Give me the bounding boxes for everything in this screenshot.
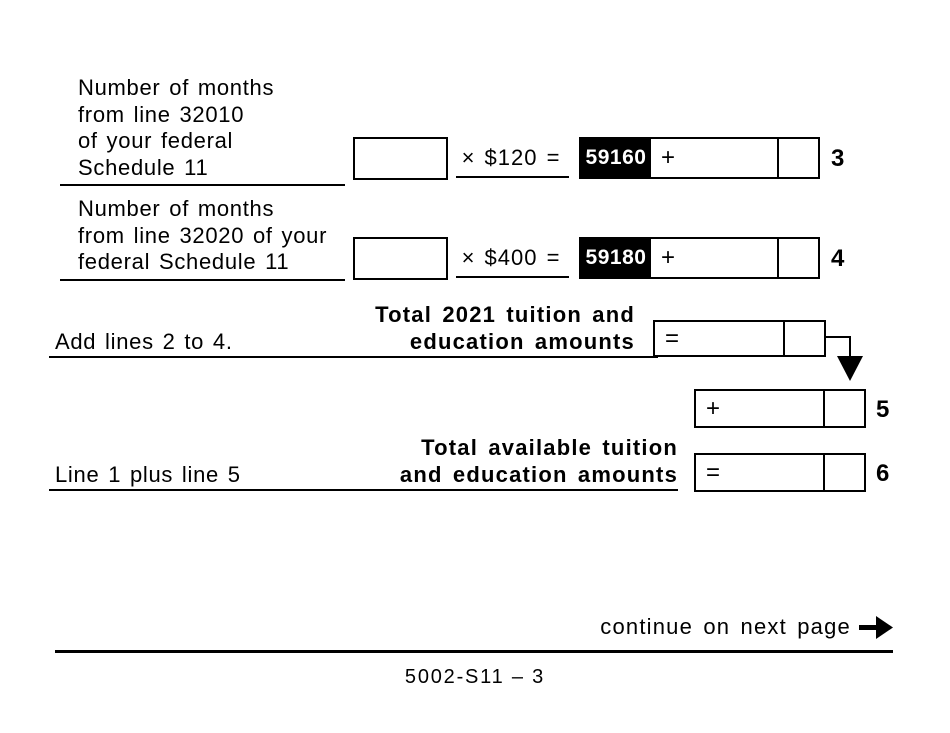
line5-cents-field[interactable] [825,391,864,426]
total-2021-heading: Total 2021 tuition and education amounts [300,301,635,355]
line4-cents-field[interactable] [779,239,818,277]
continue-next-page: continue on next page [600,614,893,640]
carry-connector-vertical [849,336,851,358]
line6-heading-l1: Total available tuition [421,435,678,460]
line6-heading: Total available tuition and education am… [340,434,678,488]
line3-label: Number of months from line 32010 of your… [78,75,358,181]
line6-operator: = [706,458,721,486]
line3-amount-box: 59160 + [579,137,820,179]
line3-months-field[interactable] [353,137,448,180]
page-code: 5002-S11 – 3 [404,666,546,688]
line4-months-field[interactable] [353,237,448,280]
total-2021-heading-l1: Total 2021 tuition and [375,302,635,327]
line3-number: 3 [831,145,845,172]
continue-next-page-text: continue on next page [600,614,851,639]
carry-down-arrow-icon [837,356,863,381]
line4-dollars-field[interactable]: + [651,239,779,277]
line3-label-underline [60,184,345,186]
line3-operator: + [661,144,676,171]
line4-label-l1: Number of months [78,196,275,221]
line3-label-l2: from line 32010 [78,101,245,127]
line6-heading-l2: and education amounts [399,462,678,487]
right-arrow-icon [859,615,893,639]
line4-operator: + [661,244,676,271]
line3-label-l3: of your federal [78,128,234,153]
total-2021-heading-l2: education amounts [409,329,635,354]
line4-multiplier-underline [456,276,569,278]
line3-multiplier-underline [456,176,569,178]
line4-code-badge: 59180 [581,239,651,277]
line3-multiplier: × $120 = [461,145,561,170]
line6-number: 6 [876,460,890,487]
line4-label-l2: from line 32020 of your [78,222,328,248]
line4-number: 4 [831,245,845,272]
line4-label: Number of months from line 32020 of your… [78,196,378,276]
line4-multiplier: × $400 = [461,245,561,270]
line6-underline [49,489,678,491]
line3-cents-field[interactable] [779,139,818,177]
carry-connector-horizontal [826,336,851,338]
total-2021-cents-field[interactable] [785,322,824,355]
line3-code-badge: 59160 [581,139,651,177]
line6-dollars-field[interactable]: = [696,455,825,490]
total-2021-amount-box: = [653,320,826,357]
line6-label: Line 1 plus line 5 [55,462,241,487]
line5-number: 5 [876,396,890,423]
line3-label-l1: Number of months [78,75,275,100]
footer-rule [55,650,893,653]
line5-amount-box: + [694,389,866,428]
total-2021-dollars-field[interactable]: = [655,322,785,355]
line3-dollars-field[interactable]: + [651,139,779,177]
line5-dollars-field[interactable]: + [696,391,825,426]
total-2021-operator: = [665,324,680,352]
line4-label-l3: federal Schedule 11 [78,249,290,274]
line6-amount-box: = [694,453,866,492]
line3-label-l4: Schedule 11 [78,154,209,180]
line4-amount-box: 59180 + [579,237,820,279]
line4-label-underline [60,279,345,281]
line6-cents-field[interactable] [825,455,864,490]
total-2021-label: Add lines 2 to 4. [55,329,233,354]
line5-operator: + [706,394,721,422]
total-2021-underline [49,356,658,358]
